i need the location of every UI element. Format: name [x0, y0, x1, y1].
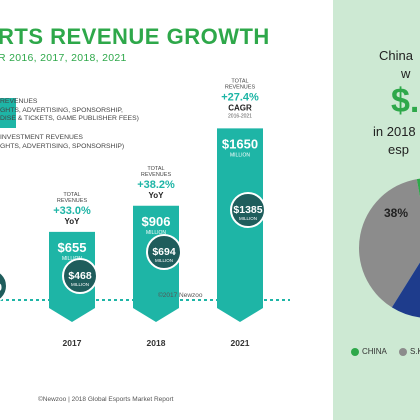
investment-circle-2018: [146, 234, 182, 270]
chart-title: RTS REVENUE GROWTH: [0, 24, 270, 49]
pie-legend-china: CHINA: [351, 347, 387, 356]
growth-pct-2018: +38.2%: [137, 179, 175, 191]
investment-unit-2021: MILLION: [239, 216, 257, 221]
total-unit-2021: MILLION: [230, 152, 250, 158]
total-value-2018: $906: [142, 214, 171, 229]
pie-legend-other: S.K: [399, 347, 420, 356]
investment-value-2018: $694: [152, 246, 176, 258]
investment-value-2017: $468: [68, 270, 92, 282]
total-unit-2017: MILLION: [62, 256, 82, 262]
total-value-2017: $655: [58, 240, 87, 255]
investment-unit-2018: MILLION: [155, 258, 173, 263]
legend-total-line-2: GHTS, ADVERTISING, SPONSORSHIP,: [0, 106, 123, 114]
panel-big-value: $.: [391, 82, 420, 120]
other-dot-icon: [399, 347, 407, 356]
growth-pct-2017: +33.0%: [53, 205, 91, 217]
growth-caption-2-2017: REVENUES: [57, 198, 88, 204]
chart-subtitle: R 2016, 2017, 2018, 2021: [0, 52, 127, 64]
copyright-note: ©2017 Newzoo: [158, 292, 203, 299]
growth-kind-2018: YoY: [149, 191, 165, 200]
legend-investment-line-2: GHTS, ADVERTISING, SPONSORSHIP): [0, 142, 125, 150]
legend-total-line-3: DISE & TICKETS, GAME PUBLISHER FEES): [0, 115, 139, 123]
panel-text-in-2018: in 2018: [373, 124, 416, 139]
legend-total-line-1: REVENUES: [0, 98, 38, 105]
china-panel: China w $. in 2018 esp 38% CHINA S.K: [333, 0, 420, 420]
pie-slice-green: [416, 178, 420, 197]
growth-kind-2017: YoY: [65, 217, 81, 226]
panel-text-esp: esp: [388, 142, 409, 157]
total-unit-2018: MILLION: [146, 230, 166, 236]
growth-note-2021: 2016-2021: [228, 113, 252, 119]
year-label-2021: 2021: [231, 338, 250, 348]
panel-text-china: China: [379, 48, 413, 63]
investment-unit-2017: MILLION: [71, 282, 89, 287]
legend-total: REVENUES GHTS, ADVERTISING, SPONSORSHIP,…: [0, 98, 139, 124]
pie-legend-other-label: S.K: [410, 347, 420, 356]
investment-label-2016: 60: [0, 282, 2, 294]
growth-pct-2021: +27.4%: [221, 91, 259, 103]
investment-value-2021: $1385: [233, 204, 262, 216]
total-value-2021: $1650: [222, 136, 258, 151]
year-label-2018: 2018: [147, 338, 166, 348]
pie-label-38: 38%: [384, 206, 409, 220]
growth-caption-1-2018: TOTAL: [147, 166, 164, 172]
investment-circle-2021: [230, 192, 266, 228]
pie-legend-china-label: CHINA: [362, 347, 387, 356]
growth-caption-1-2017: TOTAL: [63, 192, 80, 198]
revenue-chart: 60$655MILLION$468MILLIONTOTALREVENUES+33…: [0, 78, 290, 348]
growth-caption-2-2021: REVENUES: [225, 84, 256, 90]
growth-kind-2021: CAGR: [228, 103, 252, 112]
footer-source: ©Newzoo | 2018 Global Esports Market Rep…: [38, 396, 174, 403]
investment-circle-2017: [62, 258, 98, 294]
legend-investment: INVESTMENT REVENUES GHTS, ADVERTISING, S…: [0, 134, 124, 151]
growth-caption-1-2021: TOTAL: [231, 78, 248, 84]
legend-swatch-total: [0, 98, 16, 128]
investment-circle-2016: [0, 271, 8, 301]
pie-slice-gray: [359, 179, 420, 308]
china-dot-icon: [351, 347, 359, 356]
china-pie-chart: [359, 178, 420, 318]
growth-caption-2-2018: REVENUES: [141, 172, 172, 178]
legend-investment-line-1: INVESTMENT REVENUES: [0, 134, 83, 141]
pie-slice-navy: [391, 262, 420, 318]
panel-text-w: w: [401, 66, 411, 81]
year-label-2017: 2017: [63, 338, 82, 348]
